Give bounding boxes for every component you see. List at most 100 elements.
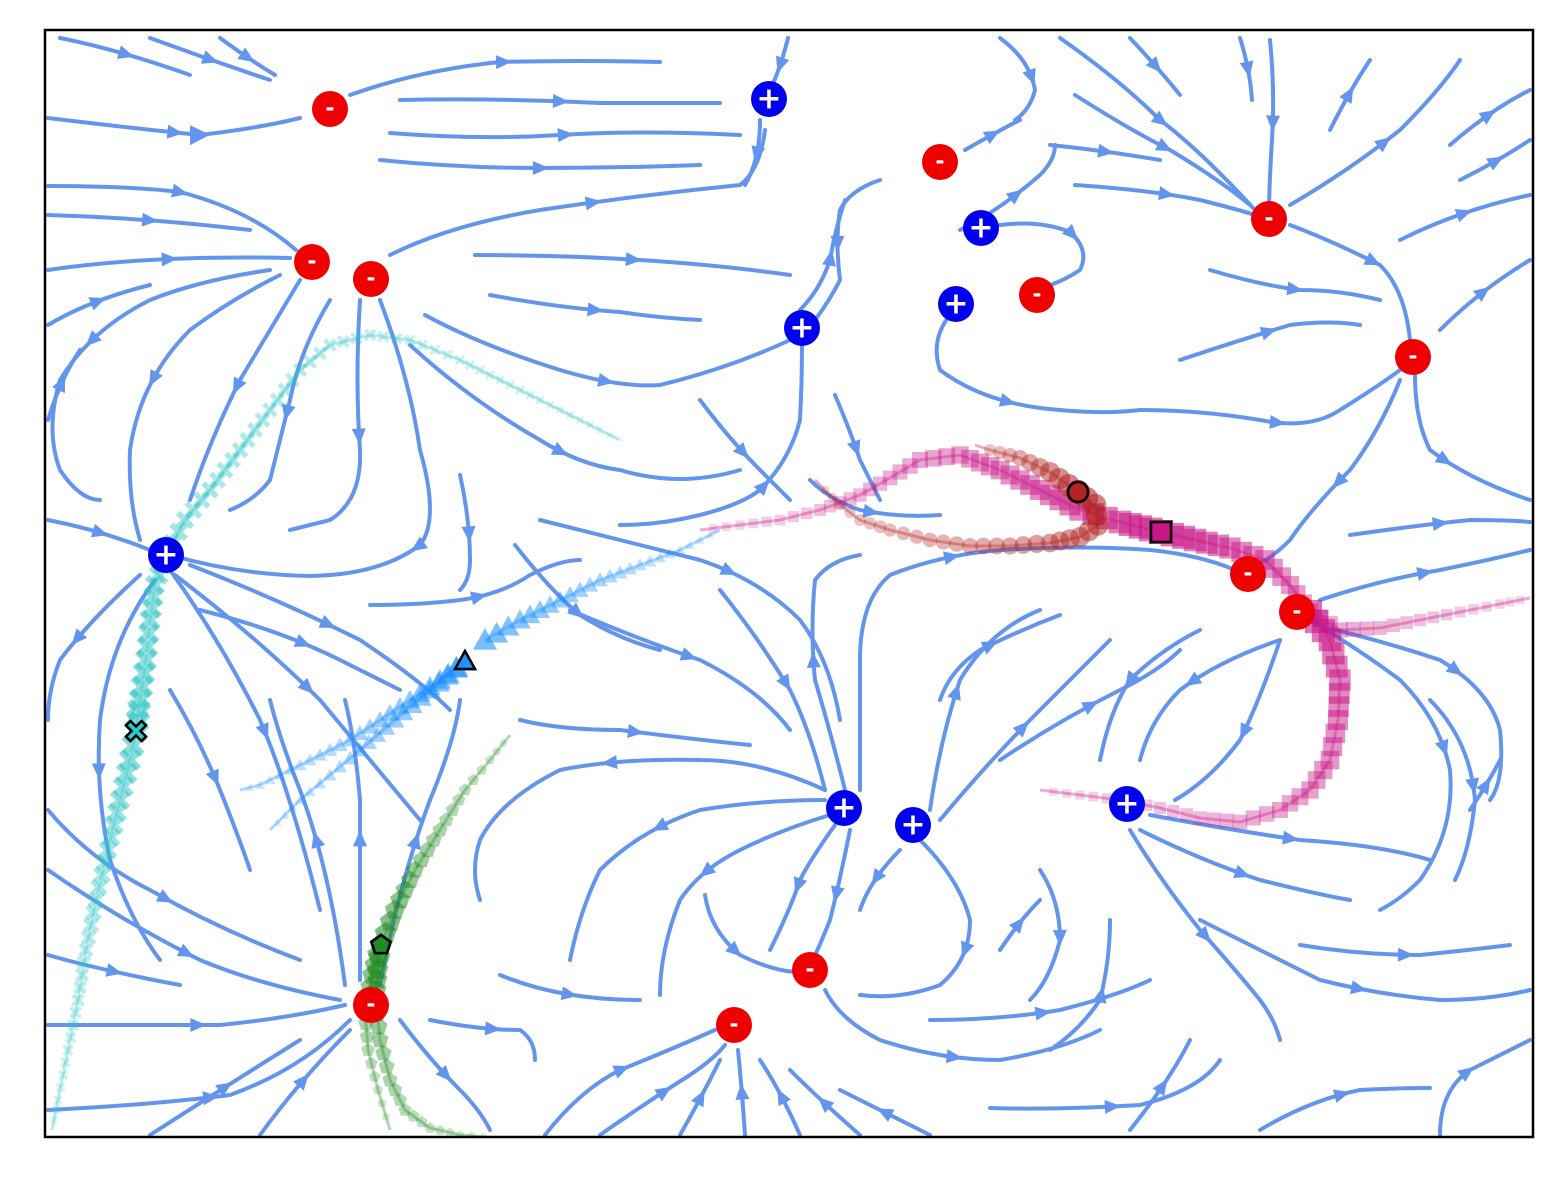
trajectory-point bbox=[485, 621, 509, 643]
trajectory-point bbox=[372, 1084, 384, 1095]
streamline-arrow bbox=[233, 376, 247, 395]
streamline-arrow bbox=[822, 249, 836, 267]
charge-circle bbox=[784, 310, 820, 346]
streamline-arrow bbox=[1125, 670, 1140, 688]
streamline bbox=[810, 553, 862, 792]
trajectory-point bbox=[1328, 696, 1349, 717]
trajectory-point bbox=[1088, 791, 1099, 802]
streamline bbox=[1128, 828, 1282, 1042]
charge-circle bbox=[1395, 339, 1431, 375]
streamline-arrow bbox=[584, 196, 602, 211]
trajectory-point bbox=[303, 753, 317, 766]
trajectory-point bbox=[380, 704, 400, 721]
trajectory-point bbox=[990, 460, 1010, 480]
trajectory-point bbox=[550, 590, 570, 608]
streamline bbox=[488, 293, 702, 322]
trajectory-point bbox=[101, 827, 121, 848]
trajectory-start-marker bbox=[452, 648, 478, 671]
trajectory-point bbox=[402, 695, 423, 713]
trajectory-point bbox=[85, 904, 102, 921]
streamline bbox=[428, 1018, 537, 1062]
trajectory-point bbox=[360, 734, 378, 750]
trajectory-point bbox=[361, 1042, 375, 1056]
negative-charge: - bbox=[922, 144, 958, 180]
streamline-arrow bbox=[1008, 916, 1025, 934]
trajectory-point bbox=[394, 702, 414, 721]
streamline bbox=[368, 558, 582, 607]
streamline bbox=[398, 97, 722, 105]
trajectory-point bbox=[302, 354, 318, 369]
trajectory-point bbox=[1040, 462, 1060, 482]
trajectory-point bbox=[224, 451, 241, 469]
streamline-arrow bbox=[1478, 109, 1496, 125]
streamline-arrow bbox=[654, 1086, 672, 1102]
trajectory-point bbox=[709, 524, 718, 533]
streamline bbox=[1428, 698, 1477, 882]
streamline bbox=[288, 298, 363, 532]
trajectory-point bbox=[239, 431, 256, 449]
charge-circle bbox=[353, 261, 389, 297]
trajectory-point bbox=[1263, 558, 1283, 578]
streamline bbox=[813, 828, 852, 957]
streamline bbox=[1073, 183, 1257, 217]
negative-charge: - bbox=[1279, 594, 1315, 630]
negative-charge: - bbox=[792, 952, 828, 988]
streamline-arrow bbox=[176, 943, 195, 958]
streamline bbox=[928, 978, 1152, 1022]
streamline bbox=[598, 1043, 727, 1137]
trajectory-point bbox=[585, 420, 595, 430]
trajectory-point bbox=[623, 561, 637, 575]
trajectory-point bbox=[902, 458, 918, 474]
trajectory-point bbox=[1505, 597, 1515, 607]
trajectory-point bbox=[313, 777, 327, 789]
streamline bbox=[928, 608, 1042, 812]
streamline-arrow bbox=[91, 763, 106, 780]
streamline-arrow bbox=[1239, 60, 1254, 78]
trajectory-point bbox=[452, 793, 466, 806]
streamline-arrow bbox=[318, 614, 336, 629]
streamline-arrow bbox=[1269, 414, 1286, 429]
trajectory-point bbox=[1030, 480, 1050, 500]
streamline-arrow bbox=[470, 591, 488, 606]
trajectory-point bbox=[1039, 484, 1061, 506]
positive-charge: + bbox=[751, 81, 787, 117]
trajectory-magenta-square bbox=[699, 446, 1531, 830]
positive-charge: + bbox=[963, 210, 999, 246]
trajectory-point bbox=[393, 1092, 407, 1106]
trajectory-point bbox=[245, 783, 255, 792]
charge-circle bbox=[938, 286, 974, 322]
trajectory-point bbox=[761, 516, 772, 527]
trajectory-point bbox=[545, 400, 555, 410]
streamline-arrow bbox=[1397, 947, 1415, 962]
trajectory-point bbox=[555, 405, 565, 415]
streamline-arrow bbox=[161, 252, 178, 267]
trajectory-point bbox=[922, 532, 938, 548]
trajectory-point bbox=[438, 812, 454, 827]
negative-charge: - bbox=[1230, 556, 1266, 592]
trajectory-point bbox=[540, 595, 560, 613]
streamline-arrow bbox=[699, 861, 717, 878]
trajectory-point bbox=[912, 452, 928, 468]
trajectory-point bbox=[323, 338, 337, 352]
charge-circle bbox=[751, 81, 787, 117]
trajectory-point bbox=[332, 759, 348, 773]
trajectory-point bbox=[1328, 710, 1348, 730]
charge-circle bbox=[294, 244, 330, 280]
trajectory-point bbox=[1345, 621, 1361, 637]
streamline-arrow bbox=[719, 561, 737, 575]
trajectory-point bbox=[361, 718, 379, 734]
trajectory-point bbox=[377, 1098, 387, 1108]
trajectory-point bbox=[823, 500, 837, 513]
streamline bbox=[398, 1018, 492, 1132]
trajectory-point bbox=[390, 889, 410, 909]
trajectory-point bbox=[351, 725, 369, 740]
streamline-arrow bbox=[753, 479, 770, 497]
trajectory-point bbox=[1440, 608, 1453, 621]
streamline-arrow bbox=[1052, 929, 1067, 946]
trajectory-point bbox=[1075, 790, 1085, 800]
trajectory-point bbox=[612, 565, 628, 579]
trajectory-point bbox=[980, 457, 1000, 476]
trajectory-point bbox=[262, 402, 278, 418]
trajectory-point bbox=[269, 392, 286, 408]
trajectory-point bbox=[735, 520, 745, 530]
